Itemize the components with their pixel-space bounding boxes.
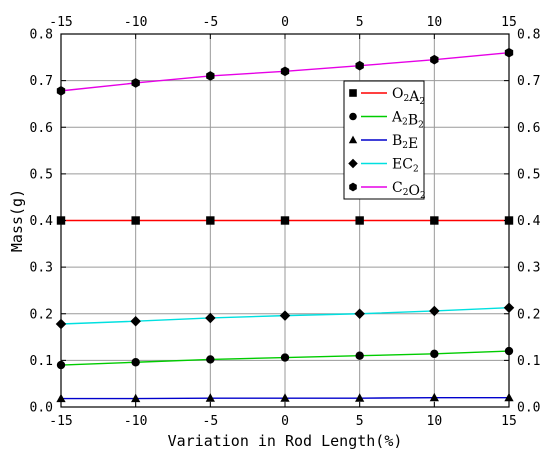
x-tick-label-top: 15	[501, 15, 517, 30]
x-tick-label: -5	[203, 414, 219, 429]
y-tick-label-right: 0.2	[517, 307, 540, 322]
x-tick-label: 10	[427, 414, 443, 429]
y-tick-label: 0.4	[30, 214, 54, 229]
x-tick-label-top: 0	[281, 15, 289, 30]
data-point-EC2	[205, 312, 216, 324]
x-tick-label: -10	[124, 414, 147, 429]
y-tick-label: 0.6	[30, 121, 53, 136]
y-tick-label-right: 0.6	[517, 121, 540, 136]
x-tick-label-top: 5	[356, 15, 364, 30]
legend-label-A2B2: A2B2	[391, 110, 424, 131]
data-point-EC2	[130, 315, 141, 327]
x-tick-label: 5	[356, 414, 364, 429]
data-point-O2A2	[206, 216, 215, 225]
series-layer	[55, 47, 515, 403]
data-point-O2A2	[355, 216, 364, 225]
series-O2A2	[56, 216, 514, 225]
y-tick-label-right: 0.4	[517, 214, 541, 229]
y-tick-label-right: 0.1	[517, 354, 540, 369]
legend-marker-B2E	[348, 135, 358, 144]
data-point-C2O2	[355, 60, 364, 71]
legend-marker-C2O2	[349, 182, 357, 192]
y-tick-label: 0.7	[30, 74, 53, 89]
y-tick-label-right: 0.0	[517, 401, 540, 416]
data-point-O2A2	[131, 216, 140, 225]
legend-label-O2A2: O2A2	[392, 86, 425, 107]
legend-marker-A2B2	[349, 112, 357, 121]
x-axis-title: Variation in Rod Length(%)	[168, 432, 403, 450]
legend-label-C2O2: C2O2	[392, 180, 426, 201]
y-tick-label-right: 0.8	[517, 28, 540, 43]
data-point-A2B2	[355, 351, 364, 360]
x-tick-label: -15	[49, 414, 72, 429]
x-tick-label: 15	[501, 414, 517, 429]
data-point-C2O2	[280, 66, 290, 77]
x-tick-label: 0	[281, 414, 289, 429]
legend-label-EC2: EC2	[392, 157, 419, 175]
y-tick-label: 0.8	[30, 28, 53, 43]
data-point-O2A2	[430, 216, 439, 225]
y-tick-label: 0.2	[30, 307, 53, 322]
data-point-A2B2	[206, 355, 215, 364]
data-point-C2O2	[206, 71, 215, 81]
y-tick-label-right: 0.3	[517, 261, 540, 276]
y-tick-label-right: 0.5	[517, 167, 540, 182]
x-tick-label-top: -15	[49, 15, 72, 30]
y-tick-label: 0.5	[30, 167, 53, 182]
y-tick-label: 0.1	[30, 354, 53, 369]
data-point-B2E	[131, 393, 141, 403]
data-point-EC2	[279, 310, 291, 321]
data-point-A2B2	[280, 353, 290, 362]
x-tick-label-top: -10	[124, 15, 147, 30]
y-tick-label: 0.0	[30, 401, 53, 416]
y-tick-label: 0.3	[30, 261, 53, 276]
x-tick-label-top: 10	[427, 15, 443, 30]
series-B2E	[56, 392, 514, 403]
data-point-A2B2	[430, 349, 439, 359]
data-point-B2E	[205, 393, 215, 402]
data-point-B2E	[355, 393, 365, 402]
y-axis-title: Mass(g)	[8, 189, 26, 252]
series-C2O2	[56, 47, 514, 96]
legend-marker-EC2	[348, 158, 358, 169]
legend-label-B2E: B2E	[392, 133, 418, 152]
data-point-O2A2	[280, 216, 290, 225]
data-point-B2E	[429, 392, 439, 402]
data-point-C2O2	[131, 78, 140, 88]
legend: O2A2 A2B2 B2E EC2 C2O2	[343, 80, 426, 201]
legend-marker-O2A2	[349, 89, 357, 97]
data-point-B2E	[280, 393, 290, 402]
data-point-C2O2	[430, 54, 439, 65]
data-point-EC2	[354, 308, 365, 319]
x-tick-label-top: -5	[203, 15, 219, 30]
y-tick-label-right: 0.7	[517, 74, 540, 89]
data-point-EC2	[429, 305, 440, 317]
data-point-A2B2	[131, 358, 140, 367]
